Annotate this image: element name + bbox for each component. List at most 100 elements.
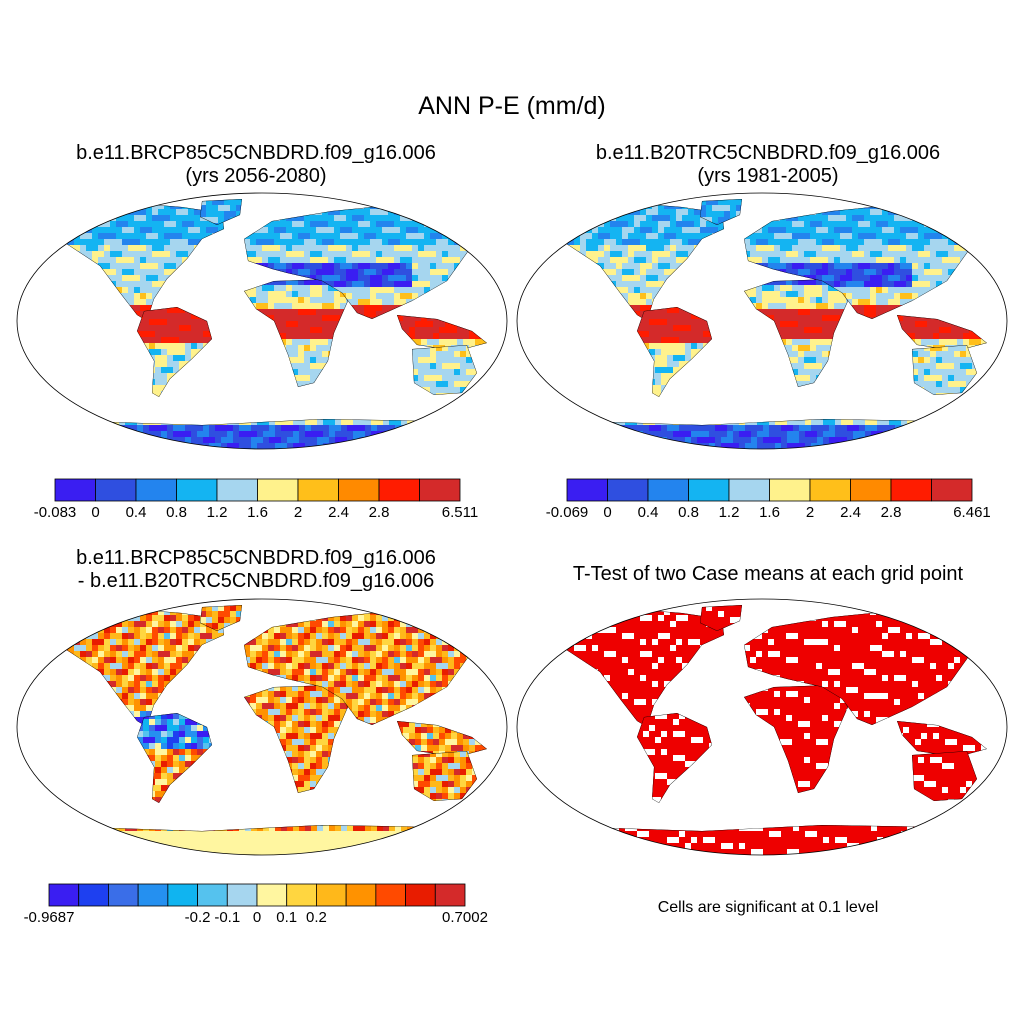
cb-case2-tick-label: 0.8: [678, 504, 699, 521]
cb-case2-tick-label: 0.4: [638, 504, 659, 521]
map-case2-africa: [744, 279, 848, 387]
main-title: ANN P-E (mm/d): [418, 92, 606, 120]
cb-case2-swatch: [647, 478, 689, 502]
cb-difference-tick-label: -0.1: [214, 909, 240, 926]
map-case1: [16, 192, 508, 450]
cb-case1-tick-label: -0.083: [34, 504, 77, 521]
map-case1-south-america: [137, 307, 212, 397]
map-ttest-south-america: [637, 713, 712, 803]
map-ttest-africa: [744, 685, 848, 793]
cb-difference-tick-label: -0.2: [185, 909, 211, 926]
cb-difference-tick-label: -0.9687: [24, 909, 75, 926]
colorbar-case1: -0.083 0 0.4 0.8 1.2 1.6 2 2.4 2.8 6.511: [34, 478, 478, 521]
cb-case2-swatch: [688, 478, 730, 502]
panel-title-difference-line2: - b.e11.B20TRC5CNBDRD.f09_g16.006: [77, 570, 435, 592]
map-ttest-border: [516, 598, 1008, 856]
panel-title-case2: b.e11.B20TRC5CNBDRD.f09_g16.006 (yrs 198…: [512, 142, 1024, 188]
map-case1-antarctica: [17, 419, 507, 449]
map-case2-border: [516, 192, 1008, 450]
cb-difference-swatch: [316, 883, 347, 907]
cb-case2-swatch: [728, 478, 770, 502]
panel-title-case1-line2: (yrs 2056-2080): [185, 165, 327, 187]
map-difference-africa: [244, 685, 348, 793]
cb-case2-tick-label: 0: [603, 504, 611, 521]
cb-case1-tick-label: 1.2: [207, 504, 228, 521]
cb-case1-tick-label: 2.4: [328, 504, 349, 521]
cb-case1-tick-label: 0.4: [126, 504, 147, 521]
cb-case2-tick-label: -0.069: [546, 504, 589, 521]
cb-difference-swatch: [78, 883, 109, 907]
cb-case1-swatch: [338, 478, 380, 502]
cb-difference-swatch: [137, 883, 169, 907]
map-difference-north-america: [62, 609, 224, 727]
map-ttest-antarctica: [517, 825, 1007, 855]
map-ttest-australia: [912, 751, 977, 801]
map-case2-north-america: [562, 203, 724, 321]
map-difference-antarctica: [17, 825, 507, 855]
panel-title-difference: b.e11.BRCP85C5CNBDRD.f09_g16.006 - b.e11…: [0, 547, 512, 593]
cb-case2-tick-label: 1.6: [759, 504, 780, 521]
cb-case1-swatch: [95, 478, 137, 502]
map-case1-australia: [412, 345, 477, 395]
map-difference-australia: [412, 751, 477, 801]
map-case1-africa: [244, 279, 348, 387]
map-case2-south-america: [637, 307, 712, 397]
map-case2-antarctica: [517, 419, 1007, 449]
cb-difference-tick-label: 0.7002: [442, 909, 488, 926]
panel-title-difference-line1: b.e11.BRCP85C5CNBDRD.f09_g16.006: [76, 547, 436, 569]
panel-title-case1-line1: b.e11.BRCP85C5CNBDRD.f09_g16.006: [76, 142, 436, 164]
cb-difference-swatch: [48, 883, 80, 907]
cb-case2-swatch: [850, 478, 892, 502]
map-difference: [16, 598, 508, 856]
map-case1-north-america: [62, 203, 224, 321]
cb-difference-swatch: [375, 883, 406, 907]
cb-case1-swatch: [135, 478, 177, 502]
cb-difference-swatch: [256, 883, 288, 907]
cb-case2-swatch: [607, 478, 649, 502]
cb-difference-swatch: [108, 883, 139, 907]
cb-case2-swatch: [931, 478, 973, 502]
map-ttest: [516, 598, 1008, 856]
cb-case2-swatch: [890, 478, 932, 502]
cb-case1-swatch: [257, 478, 299, 502]
panel-title-ttest: T-Test of two Case means at each grid po…: [572, 563, 964, 585]
cb-difference-swatch: [345, 883, 377, 907]
cb-difference-swatch: [434, 883, 466, 907]
panel-title-case1: b.e11.BRCP85C5CNBDRD.f09_g16.006 (yrs 20…: [0, 142, 512, 188]
cb-case1-tick-label: 1.6: [247, 504, 268, 521]
cb-case1-tick-label: 0.8: [166, 504, 187, 521]
cb-case1-tick-label: 2.8: [369, 504, 390, 521]
map-case1-border: [16, 192, 508, 450]
cb-case1-swatch: [419, 478, 461, 502]
cb-case2-tick-label: 2.4: [840, 504, 861, 521]
map-case2: [516, 192, 1008, 450]
cb-case1-tick-label: 0: [91, 504, 99, 521]
cb-difference-tick-label: 0: [253, 909, 261, 926]
cb-difference-swatch: [167, 883, 198, 907]
colorbar-difference: -0.9687 -0.2 -0.1 0 0.1 0.2 0.7002: [24, 883, 488, 926]
cb-case1-tick-label: 6.511: [442, 504, 478, 521]
cb-difference-tick-label: 0.1: [276, 909, 297, 926]
cb-case1-swatch: [216, 478, 258, 502]
cb-difference-swatch: [286, 883, 317, 907]
cb-difference-swatch: [405, 883, 436, 907]
map-difference-south-america: [137, 713, 212, 803]
map-case2-australia: [912, 345, 977, 395]
cb-case1-swatch: [378, 478, 420, 502]
cb-case1-tick-label: 2: [294, 504, 302, 521]
panel-title-case2-line1: b.e11.B20TRC5CNBDRD.f09_g16.006: [595, 142, 941, 164]
significance-note: Cells are significant at 0.1 level: [657, 899, 879, 916]
map-difference-border: [16, 598, 508, 856]
cb-case1-swatch: [176, 478, 218, 502]
cb-difference-swatch: [226, 883, 258, 907]
cb-case1-swatch: [297, 478, 339, 502]
cb-case2-swatch: [809, 478, 851, 502]
colorbar-case2: -0.069 0 0.4 0.8 1.2 1.6 2 2.4 2.8 6.461: [546, 478, 991, 521]
cb-case2-tick-label: 2: [806, 504, 814, 521]
cb-case2-tick-label: 6.461: [953, 504, 991, 521]
map-ttest-north-america: [562, 609, 724, 727]
cb-case1-swatch: [54, 478, 96, 502]
cb-case2-swatch: [566, 478, 608, 502]
cb-difference-tick-label: 0.2: [306, 909, 327, 926]
